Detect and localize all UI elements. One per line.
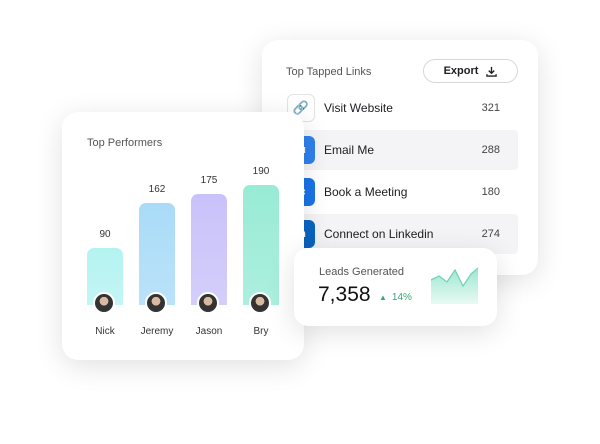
top-performers-card: Top Performers 90 Nick 162 Jeremy 175 Jason 19… [62, 112, 304, 360]
leads-title: Leads Generated [319, 266, 405, 278]
performer-name: Jeremy [140, 326, 174, 337]
leads-generated-card: Leads Generated 7,358 ▲ 14% [294, 248, 497, 326]
bar-value-label: 162 [148, 183, 166, 195]
bar [139, 202, 175, 305]
avatar [197, 292, 219, 314]
avatar [93, 292, 115, 314]
link-count: 288 [481, 144, 500, 156]
performers-title: Top Performers [87, 137, 163, 149]
link-label: Connect on Linkedin [324, 227, 434, 241]
link-count: 180 [481, 186, 500, 198]
leads-change: ▲ 14% [379, 292, 412, 303]
performer-name: Jason [195, 326, 223, 337]
link-label: Book a Meeting [324, 185, 408, 199]
bar-value-label: 190 [252, 166, 270, 177]
link-label: Email Me [324, 143, 375, 157]
bar-value-label: 90 [99, 229, 111, 241]
export-button[interactable]: Export [423, 59, 518, 83]
link-label: Visit Website [324, 101, 393, 115]
bar-value-label: 175 [200, 175, 218, 187]
download-icon [486, 66, 498, 77]
links-title: Top Tapped Links [286, 66, 372, 78]
change-value: 14% [391, 292, 412, 303]
leads-value: 7,358 [318, 283, 371, 306]
performer-name: Nick [95, 326, 115, 337]
bar [243, 185, 279, 305]
avatar [145, 292, 167, 314]
link-row[interactable]: 🔗 Visit Website 321 [287, 88, 518, 128]
link-count: 274 [481, 228, 500, 240]
trend-up-icon: ▲ [379, 293, 387, 302]
top-tapped-links-card: Top Tapped Links Export 🔗 Visit Website 32… [262, 40, 538, 275]
avatar [249, 292, 271, 314]
sparkline [431, 267, 479, 304]
link-count: 321 [481, 102, 500, 114]
performer-name: Bry [253, 326, 269, 337]
bar [191, 194, 227, 305]
export-label: Export [443, 65, 479, 77]
